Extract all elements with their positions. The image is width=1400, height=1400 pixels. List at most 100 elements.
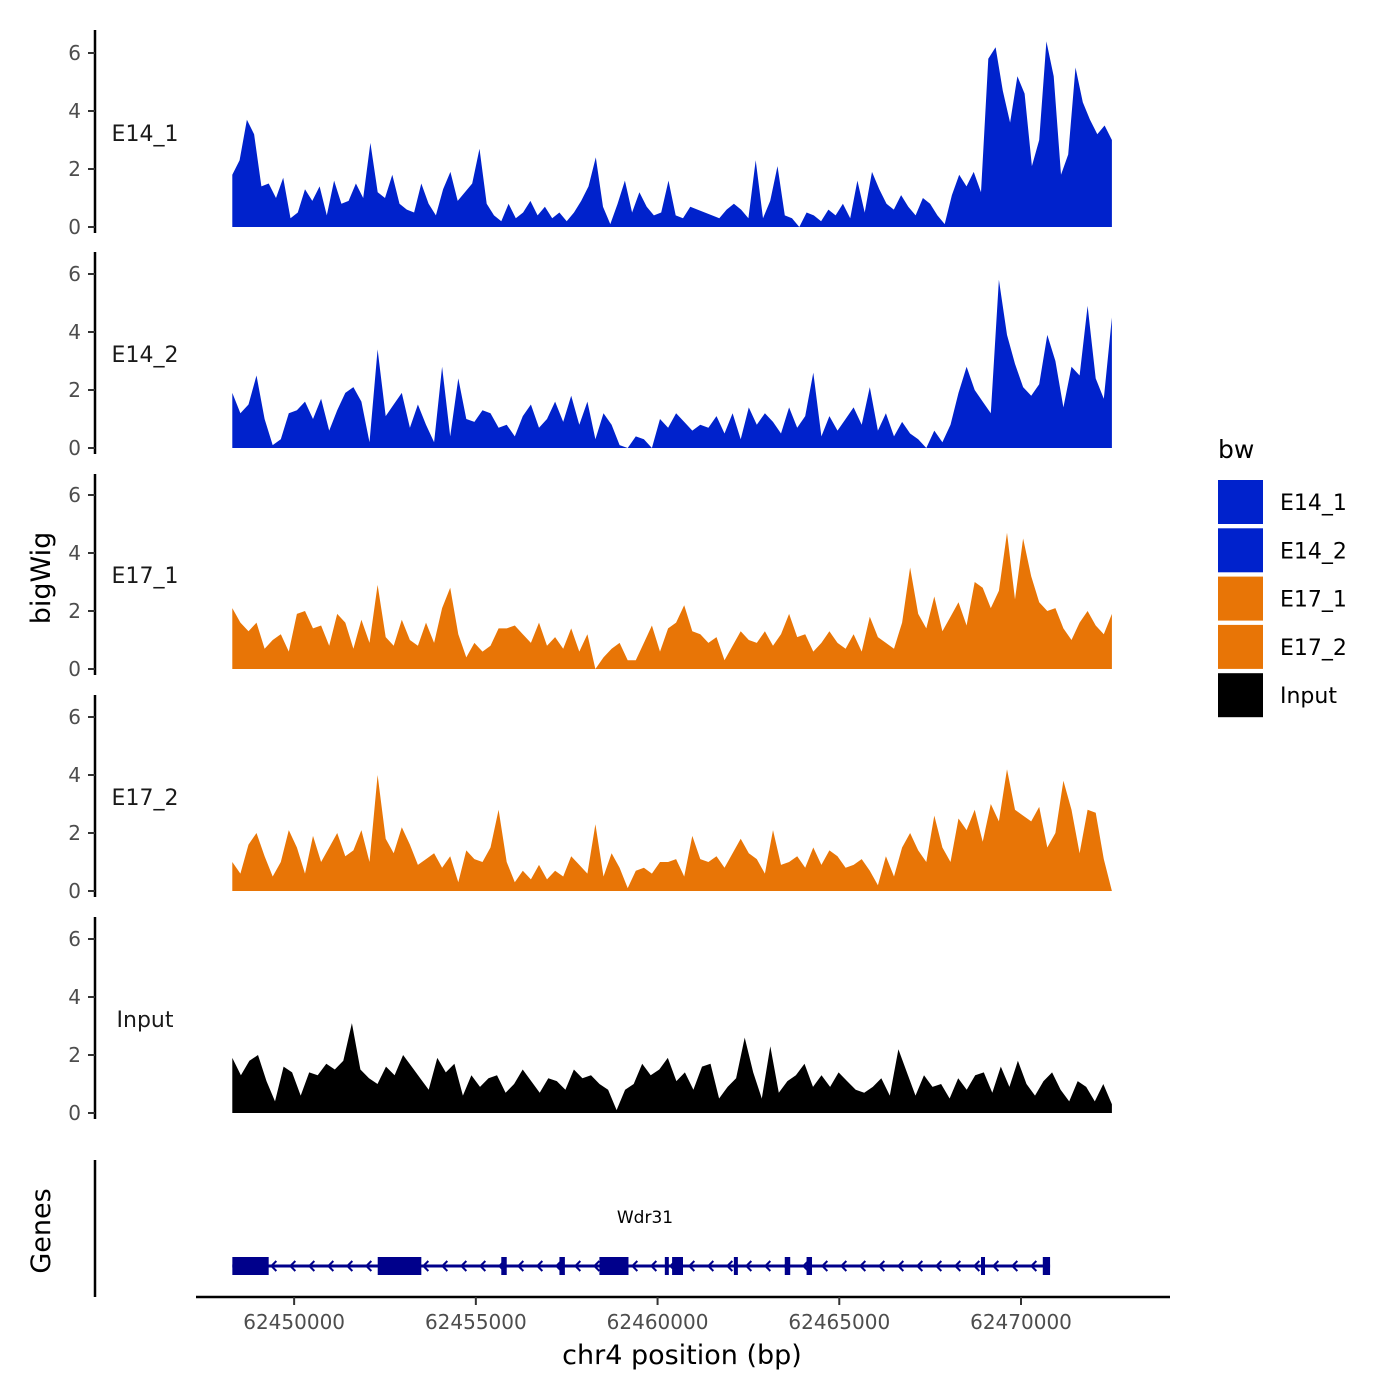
strand-arrow: [934, 1260, 943, 1272]
exon: [501, 1257, 507, 1275]
x-tick-label: 62465000: [788, 1310, 890, 1334]
exon: [559, 1257, 565, 1275]
strand-arrow: [972, 1260, 981, 1272]
y-tick-label: 0: [68, 436, 81, 460]
strand-arrow: [535, 1260, 544, 1272]
legend-label-E14_2: E14_2: [1280, 539, 1347, 564]
strand-arrow: [706, 1260, 715, 1272]
exon: [806, 1257, 813, 1275]
strand-arrow: [858, 1260, 867, 1272]
area-E14_1: [232, 41, 1112, 228]
area-Input: [232, 1023, 1112, 1113]
legend-label-E17_2: E17_2: [1280, 636, 1347, 661]
strand-arrow: [839, 1260, 848, 1272]
legend-swatch-Input: [1218, 673, 1263, 718]
legend-swatch-E17_2: [1218, 624, 1263, 669]
track-E14_2: 0 2 4 6 E14_2: [68, 252, 1112, 460]
track-label-Input: Input: [117, 1008, 174, 1033]
x-tick-label: 62450000: [243, 1310, 345, 1334]
y-tick-label: 0: [68, 215, 81, 239]
exon: [599, 1257, 629, 1275]
y-tick-label: 2: [68, 599, 81, 623]
track-Input: 0 2 4 6 Input: [68, 917, 1112, 1125]
strand-arrow: [516, 1260, 525, 1272]
strand-arrow: [421, 1260, 430, 1272]
y-tick-label: 2: [68, 378, 81, 402]
x-tick-label: 62460000: [607, 1310, 709, 1334]
strand-arrow: [288, 1260, 297, 1272]
y-tick-label: 6: [68, 927, 81, 951]
track-E14_1: 0 2 4 6 E14_1: [68, 30, 1112, 239]
track-label-E14_2: E14_2: [112, 343, 179, 368]
legend-label-E17_1: E17_1: [1280, 588, 1347, 613]
strand-arrow: [877, 1260, 886, 1272]
track-label-E17_2: E17_2: [112, 786, 179, 811]
x-tick-label: 62455000: [425, 1310, 527, 1334]
y-tick-label: 4: [68, 541, 81, 565]
y-tick-label: 4: [68, 985, 81, 1009]
strand-arrow: [326, 1260, 335, 1272]
strand-arrow: [573, 1260, 582, 1272]
signal-tracks: 0 2 4 6 E14_1 0 2 4 6 E14_2 0 2 4 6 E17_1 0 2 4 6 E17_2 0 2 4 6…: [68, 30, 1112, 1125]
strand-arrow: [592, 1260, 601, 1272]
strand-arrow: [744, 1260, 753, 1272]
y-tick-label: 4: [68, 99, 81, 123]
strand-arrow: [896, 1260, 905, 1272]
track-E17_2: 0 2 4 6 E17_2: [68, 695, 1112, 903]
legend: bw E14_1 E14_2 E17_1 E17_2 Input: [1218, 435, 1347, 718]
exon: [981, 1257, 986, 1275]
strand-arrow: [915, 1260, 924, 1272]
y-tick-label: 4: [68, 320, 81, 344]
strand-arrow: [953, 1260, 962, 1272]
legend-label-Input: Input: [1280, 684, 1337, 709]
strand-arrow: [1029, 1260, 1038, 1272]
strand-arrow: [1010, 1260, 1019, 1272]
y-tick-label: 4: [68, 763, 81, 787]
strand-arrow: [763, 1260, 772, 1272]
area-E17_2: [232, 769, 1112, 891]
legend-swatch-E14_2: [1218, 528, 1263, 573]
strand-arrow: [307, 1260, 316, 1272]
y-tick-label: 6: [68, 262, 81, 286]
legend-swatch-E14_1: [1218, 480, 1263, 524]
strand-arrow: [820, 1260, 829, 1272]
strand-arrow: [459, 1260, 468, 1272]
y-tick-label: 6: [68, 483, 81, 507]
strand-arrow: [630, 1260, 639, 1272]
y-tick-label: 0: [68, 879, 81, 903]
y-tick-label: 2: [68, 821, 81, 845]
legend-swatch-E17_1: [1218, 576, 1263, 621]
exon: [664, 1257, 669, 1275]
gene-name-label: Wdr31: [617, 1208, 673, 1228]
legend-label-E14_1: E14_1: [1280, 491, 1347, 516]
exon: [672, 1257, 683, 1275]
gene-panel-title: Genes: [26, 1188, 57, 1273]
exon: [733, 1257, 738, 1275]
y-tick-label: 0: [68, 657, 81, 681]
strand-arrow: [364, 1260, 373, 1272]
strand-arrow: [649, 1260, 658, 1272]
y-tick-label: 2: [68, 157, 81, 181]
y-tick-label: 6: [68, 705, 81, 729]
y-tick-label: 6: [68, 41, 81, 65]
exon: [1042, 1257, 1051, 1275]
area-E17_1: [232, 532, 1112, 669]
strand-arrow: [345, 1260, 354, 1272]
y-axis-title: bigWig: [26, 532, 57, 625]
strand-arrow: [440, 1260, 449, 1272]
area-E14_2: [232, 279, 1112, 448]
track-label-E17_1: E17_1: [112, 564, 179, 589]
exon: [377, 1257, 422, 1275]
strand-arrow: [725, 1260, 734, 1272]
legend-title: bw: [1218, 435, 1254, 464]
x-axis-title: chr4 position (bp): [562, 1340, 802, 1371]
track-label-E14_1: E14_1: [112, 122, 179, 147]
track-E17_1: 0 2 4 6 E17_1: [68, 474, 1112, 681]
y-tick-label: 0: [68, 1101, 81, 1125]
strand-arrow: [991, 1260, 1000, 1272]
gene-panel: [93, 1160, 1051, 1297]
y-tick-label: 2: [68, 1043, 81, 1067]
exon: [784, 1257, 791, 1275]
exon: [232, 1257, 269, 1275]
